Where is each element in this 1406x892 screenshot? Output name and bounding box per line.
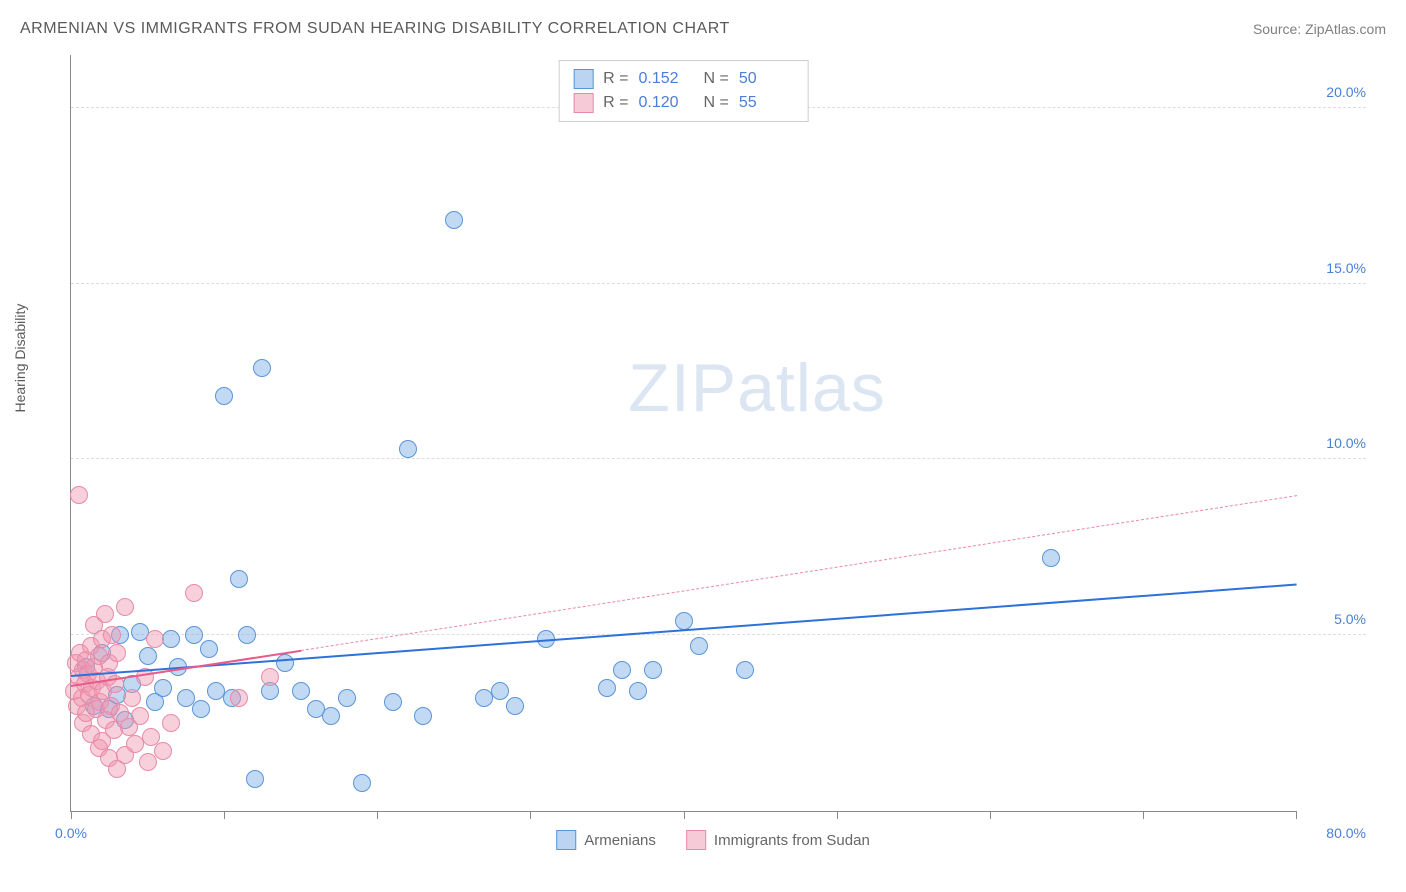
data-point — [338, 689, 356, 707]
data-point — [116, 598, 134, 616]
data-point — [123, 689, 141, 707]
data-point — [644, 661, 662, 679]
r-label: R = — [603, 94, 628, 112]
data-point — [445, 211, 463, 229]
gridline — [71, 458, 1366, 459]
chart-title: ARMENIAN VS IMMIGRANTS FROM SUDAN HEARIN… — [20, 20, 730, 38]
x-tick — [377, 811, 378, 819]
watermark-bold: ZIP — [628, 350, 737, 426]
data-point — [292, 682, 310, 700]
data-point — [353, 774, 371, 792]
n-value-armenians: 50 — [739, 70, 794, 88]
y-tick-label: 20.0% — [1316, 84, 1366, 100]
source-label: Source: ZipAtlas.com — [1253, 21, 1386, 37]
x-tick — [837, 811, 838, 819]
data-point — [70, 486, 88, 504]
n-value-sudan: 55 — [739, 94, 794, 112]
data-point — [146, 630, 164, 648]
legend-row-sudan: R = 0.120 N = 55 — [573, 91, 794, 115]
data-point — [491, 682, 509, 700]
trend-line — [301, 495, 1297, 651]
data-point — [613, 661, 631, 679]
data-point — [139, 647, 157, 665]
data-point — [154, 742, 172, 760]
x-tick-label: 0.0% — [55, 825, 87, 841]
data-point — [246, 770, 264, 788]
chart-container: Hearing Disability ZIPatlas R = 0.152 N … — [50, 55, 1376, 862]
x-tick — [990, 811, 991, 819]
data-point — [154, 679, 172, 697]
r-label: R = — [603, 70, 628, 88]
legend-item-sudan: Immigrants from Sudan — [686, 830, 870, 850]
data-point — [230, 689, 248, 707]
data-point — [139, 753, 157, 771]
data-point — [1042, 549, 1060, 567]
data-point — [230, 570, 248, 588]
data-point — [598, 679, 616, 697]
correlation-legend: R = 0.152 N = 50 R = 0.120 N = 55 — [558, 60, 809, 122]
x-tick — [71, 811, 72, 819]
legend-row-armenians: R = 0.152 N = 50 — [573, 67, 794, 91]
gridline — [71, 634, 1366, 635]
data-point — [185, 584, 203, 602]
x-tick — [224, 811, 225, 819]
data-point — [253, 359, 271, 377]
legend-label: Immigrants from Sudan — [714, 832, 870, 849]
x-tick — [530, 811, 531, 819]
data-point — [238, 626, 256, 644]
data-point — [185, 626, 203, 644]
swatch-blue-icon — [556, 830, 576, 850]
gridline — [71, 283, 1366, 284]
data-point — [131, 707, 149, 725]
swatch-blue-icon — [573, 69, 593, 89]
data-point — [399, 440, 417, 458]
data-point — [276, 654, 294, 672]
plot-area: ZIPatlas R = 0.152 N = 50 R = 0.120 N = … — [70, 55, 1296, 812]
y-tick-label: 10.0% — [1316, 435, 1366, 451]
swatch-pink-icon — [573, 93, 593, 113]
data-point — [384, 693, 402, 711]
watermark: ZIPatlas — [628, 349, 885, 427]
data-point — [736, 661, 754, 679]
r-value-sudan: 0.120 — [639, 94, 694, 112]
x-tick — [684, 811, 685, 819]
data-point — [675, 612, 693, 630]
data-point — [322, 707, 340, 725]
data-point — [108, 644, 126, 662]
data-point — [690, 637, 708, 655]
data-point — [96, 605, 114, 623]
data-point — [261, 668, 279, 686]
data-point — [506, 697, 524, 715]
n-label: N = — [704, 94, 729, 112]
x-tick — [1296, 811, 1297, 819]
series-legend: Armenians Immigrants from Sudan — [556, 830, 870, 850]
data-point — [162, 630, 180, 648]
data-point — [414, 707, 432, 725]
data-point — [215, 387, 233, 405]
legend-item-armenians: Armenians — [556, 830, 656, 850]
data-point — [200, 640, 218, 658]
y-tick-label: 5.0% — [1324, 611, 1366, 627]
data-point — [103, 626, 121, 644]
watermark-light: atlas — [737, 350, 886, 426]
legend-label: Armenians — [584, 832, 656, 849]
y-tick-label: 15.0% — [1316, 260, 1366, 276]
x-tick — [1143, 811, 1144, 819]
n-label: N = — [704, 70, 729, 88]
data-point — [629, 682, 647, 700]
swatch-pink-icon — [686, 830, 706, 850]
y-axis-label: Hearing Disability — [12, 303, 28, 412]
x-tick-label: 80.0% — [1326, 825, 1366, 841]
data-point — [162, 714, 180, 732]
data-point — [192, 700, 210, 718]
r-value-armenians: 0.152 — [639, 70, 694, 88]
